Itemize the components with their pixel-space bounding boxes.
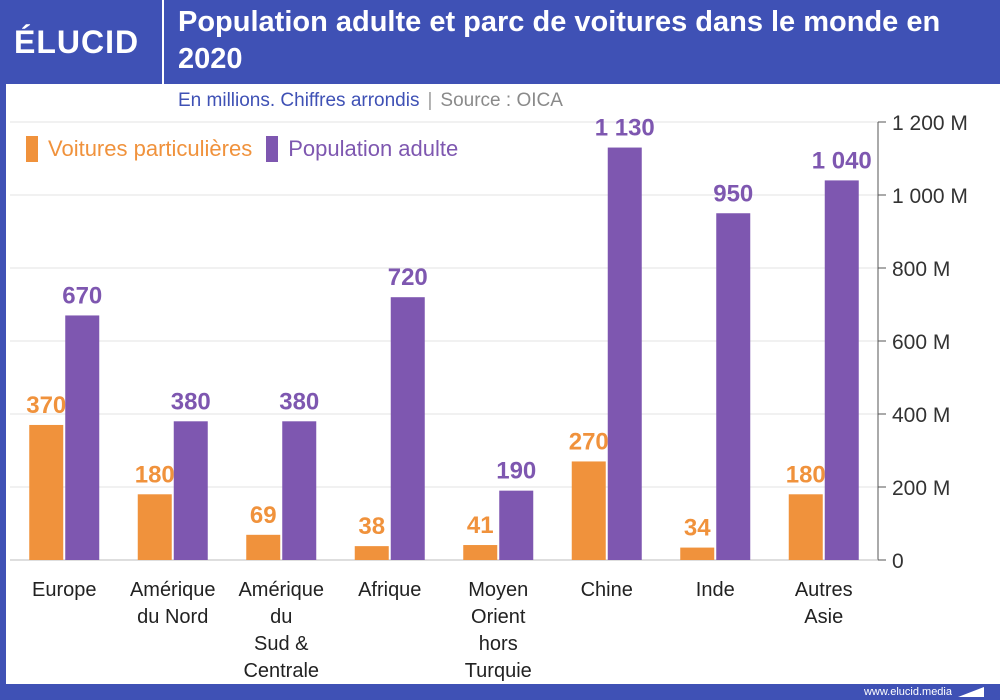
bar-population [824,180,859,560]
x-category-label-line: Sud & [254,633,309,655]
data-label-cars: 270 [569,428,609,455]
bar-population [390,297,425,560]
data-label-cars: 180 [135,461,175,488]
chart-title: Population adulte et parc de voitures da… [178,6,941,75]
data-label-population: 380 [171,388,211,415]
data-label-cars: 370 [26,392,66,419]
legend-label-cars: Voitures particulières [48,136,253,161]
subtitle-text: En millions. Chiffres arrondis [178,90,420,111]
x-category-label: Afrique [358,579,421,601]
x-category-label: Chine [581,579,633,601]
x-category-label-line: Orient [471,606,526,628]
x-category-label: Amérique du Sud & Centrale [238,579,324,682]
x-category-label-line: Centrale [243,660,319,682]
x-category-label-line: Inde [696,579,735,601]
footer-logo-mark [958,687,984,697]
legend-swatch-population [266,136,279,162]
x-category-label-line: Amérique [238,579,324,601]
bar-cars [463,545,498,560]
x-category-label: Amérique du Nord [130,579,216,628]
source-text: Source : OICA [440,90,563,111]
data-label-population: 190 [496,458,536,485]
x-category-label-line: Europe [32,579,97,601]
bar-cars [246,534,281,560]
bar-cars [571,461,606,560]
x-category-label-line: Turquie [465,660,532,682]
y-tick-label: 200 M [892,477,950,500]
data-label-cars: 34 [684,515,711,542]
subtitle-separator: | [427,90,433,111]
bar-cars [788,494,823,560]
data-label-population: 670 [62,282,102,309]
x-category-label-line: Afrique [358,579,421,601]
x-category-label-line: Chine [581,579,633,601]
y-tick-label: 1 200 M [892,112,968,135]
x-category-label-line: Asie [804,606,843,628]
legend: Voitures particulières Population adulte [26,136,472,162]
x-category-label-line: du [270,606,292,628]
chart-subtitle: En millions. Chiffres arrondis | Source : … [178,90,563,112]
x-category-label-line: Moyen [468,579,528,601]
bar-population [716,213,751,560]
x-category-label-line: du Nord [137,606,208,628]
bar-population [173,421,208,560]
header-divider [162,0,164,84]
bar-cars [680,547,715,560]
elucid-logo: ÉLUCID [14,24,140,60]
bar-cars [137,494,172,560]
data-label-population: 1 040 [812,147,872,174]
y-tick-label: 800 M [892,258,950,281]
bar-population [499,490,534,560]
x-category-label: Autres Asie [795,579,853,628]
x-category-label: Europe [32,579,97,601]
bar-cars [354,546,389,560]
bar-population [65,315,100,560]
y-tick-label: 600 M [892,331,950,354]
x-category-label-line: Autres [795,579,853,601]
legend-swatch-cars [26,136,38,162]
x-category-label: Moyen Orient hors Turquie [465,579,532,682]
data-label-cars: 69 [250,502,277,529]
y-tick-label: 0 [892,550,904,573]
x-category-label: Inde [696,579,735,601]
data-label-cars: 38 [358,513,385,540]
data-label-cars: 180 [786,461,826,488]
legend-label-population: Population adulte [288,136,459,161]
bar-population [282,421,317,560]
footer-site: www.elucid.media [863,686,952,698]
x-category-label-line: Amérique [130,579,216,601]
x-category-label-line: hors [479,633,518,655]
bar-cars [29,424,64,560]
data-label-population: 950 [713,180,753,207]
header: ÉLUCID Population adulte et parc de voit… [0,0,1000,84]
data-label-population: 720 [388,264,428,291]
bar-population [607,147,642,561]
data-label-population: 380 [279,388,319,415]
data-label-population: 1 130 [595,115,655,142]
data-label-cars: 41 [467,512,494,539]
y-tick-label: 400 M [892,404,950,427]
y-tick-label: 1 000 M [892,185,968,208]
